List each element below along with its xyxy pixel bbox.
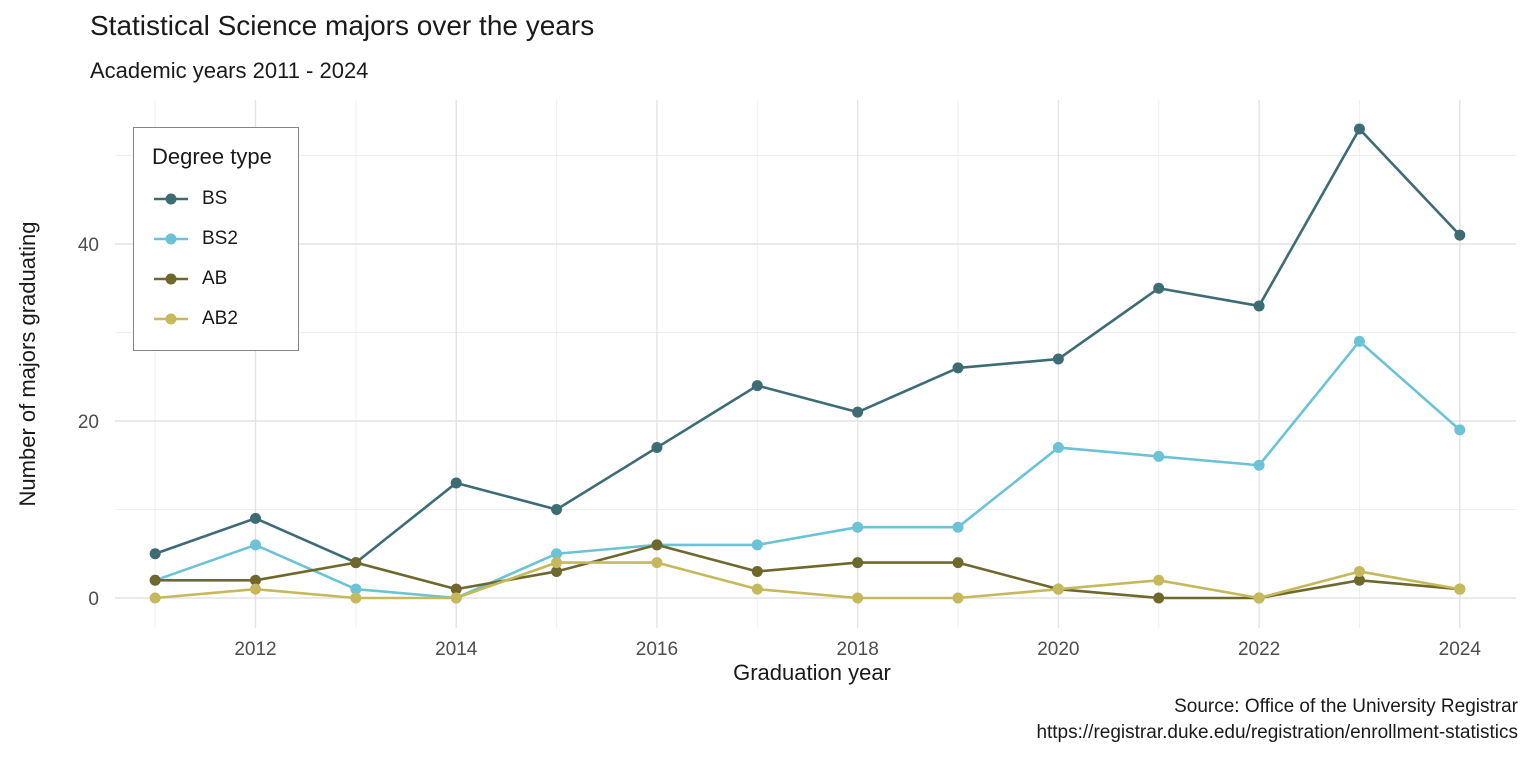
legend-marker-AB2	[154, 313, 188, 325]
data-point-AB-2018	[852, 557, 864, 569]
data-point-BS2-2021	[1153, 450, 1165, 462]
data-point-AB2-2016	[651, 557, 663, 569]
source-caption: Source: Office of the University Registr…	[1036, 694, 1518, 746]
data-point-AB2-2011	[149, 592, 161, 604]
series-line-BS2	[154, 340, 1461, 600]
data-point-AB-2014	[450, 583, 462, 595]
legend-title: Degree type	[152, 144, 272, 169]
data-point-AB2-2014	[450, 592, 462, 604]
data-point-BS2-2024	[1454, 424, 1466, 436]
data-point-BS-2015	[551, 503, 563, 515]
legend-entries: BS BS2 AB AB2	[152, 188, 272, 330]
data-point-AB2-2013	[350, 592, 362, 604]
data-point-AB2-2023	[1353, 565, 1365, 577]
source-caption-line2: https://registrar.duke.edu/registration/…	[1036, 722, 1518, 744]
x-tick-label: 2014	[435, 639, 478, 660]
data-point-BS-2018	[852, 406, 864, 418]
data-point-AB-2012	[250, 574, 262, 586]
series-line-AB2	[155, 561, 1461, 600]
data-point-BS2-2013	[350, 583, 362, 595]
legend-label-BS2: BS2	[202, 228, 238, 249]
data-point-AB-2011	[149, 574, 161, 586]
data-point-BS2-2012	[250, 539, 262, 551]
data-point-AB2-2018	[852, 592, 864, 604]
data-point-BS2-2019	[952, 521, 964, 533]
axis-tick-labels: 0 20 40 2012 2014 2016 2018 2020 2022 2024	[78, 235, 1482, 660]
data-point-BS-2012	[250, 512, 262, 524]
data-point-BS2-2015	[551, 548, 563, 560]
grid-minor	[115, 100, 1516, 628]
legend-label-BS: BS	[202, 188, 228, 209]
legend-entry-BS2: BS2	[152, 228, 272, 250]
legend-entry-AB2: AB2	[152, 308, 272, 330]
x-tick-label: 2018	[837, 639, 879, 660]
source-caption-line1: Source: Office of the University Registr…	[1174, 696, 1518, 717]
data-point-AB-2023	[1353, 574, 1365, 586]
data-point-BS2-2022	[1253, 459, 1265, 471]
series-line-BS	[154, 127, 1461, 564]
data-point-BS2-2020	[1052, 442, 1064, 454]
data-point-BS-2020	[1052, 353, 1064, 365]
legend-label-AB2: AB2	[202, 308, 238, 329]
data-point-BS-2024	[1454, 229, 1466, 241]
data-point-AB2-2020	[1052, 583, 1064, 595]
legend-marker-BS2	[154, 233, 188, 245]
legend: Degree type BS BS2 AB AB2	[133, 127, 299, 351]
x-tick-label: 2022	[1238, 639, 1280, 660]
series-line-AB	[155, 543, 1460, 600]
data-point-BS-2022	[1253, 300, 1265, 312]
legend-marker-AB	[154, 273, 188, 285]
legend-entry-BS: BS	[152, 188, 272, 210]
data-point-AB-2017	[751, 565, 763, 577]
legend-marker-BS	[154, 193, 188, 205]
data-point-BS-2017	[751, 380, 763, 392]
data-point-BS-2014	[450, 477, 462, 489]
chart-title: Statistical Science majors over the year…	[90, 10, 595, 41]
data-point-AB-2016	[651, 539, 663, 551]
data-point-BS-2019	[952, 362, 964, 374]
data-point-AB2-2024	[1454, 583, 1466, 595]
y-tick-label: 20	[78, 412, 99, 433]
data-point-BS2-2018	[852, 521, 864, 533]
data-point-AB2-2012	[250, 583, 262, 595]
data-point-BS-2016	[651, 442, 663, 454]
data-point-BS2-2017	[751, 539, 763, 551]
legend-label-AB: AB	[202, 268, 228, 289]
data-point-AB2-2015	[551, 557, 563, 569]
data-point-AB-2019	[952, 557, 964, 569]
data-point-AB2-2017	[751, 583, 763, 595]
data-point-BS-2011	[149, 548, 161, 560]
series-BS	[149, 123, 1466, 569]
data-point-AB-2013	[350, 557, 362, 569]
x-tick-label: 2016	[636, 639, 678, 660]
data-point-AB2-2021	[1153, 574, 1165, 586]
x-tick-label: 2024	[1439, 639, 1482, 660]
data-point-AB2-2022	[1253, 592, 1265, 604]
data-point-BS2-2023	[1353, 335, 1365, 347]
data-point-BS-2023	[1353, 123, 1365, 135]
x-tick-label: 2020	[1037, 639, 1079, 660]
series-AB2	[149, 557, 1466, 604]
y-axis-title: Number of majors graduating	[15, 221, 40, 507]
data-point-AB2-2019	[952, 592, 964, 604]
data-point-BS-2021	[1153, 282, 1165, 294]
chart-subtitle: Academic years 2011 - 2024	[90, 58, 369, 83]
data-point-AB-2021	[1153, 592, 1165, 604]
x-axis-title: Graduation year	[733, 660, 891, 685]
y-tick-label: 0	[88, 589, 99, 610]
legend-entry-AB: AB	[152, 268, 272, 290]
data-point-AB-2015	[551, 565, 563, 577]
y-tick-label: 40	[78, 235, 99, 256]
x-tick-label: 2012	[234, 639, 276, 660]
